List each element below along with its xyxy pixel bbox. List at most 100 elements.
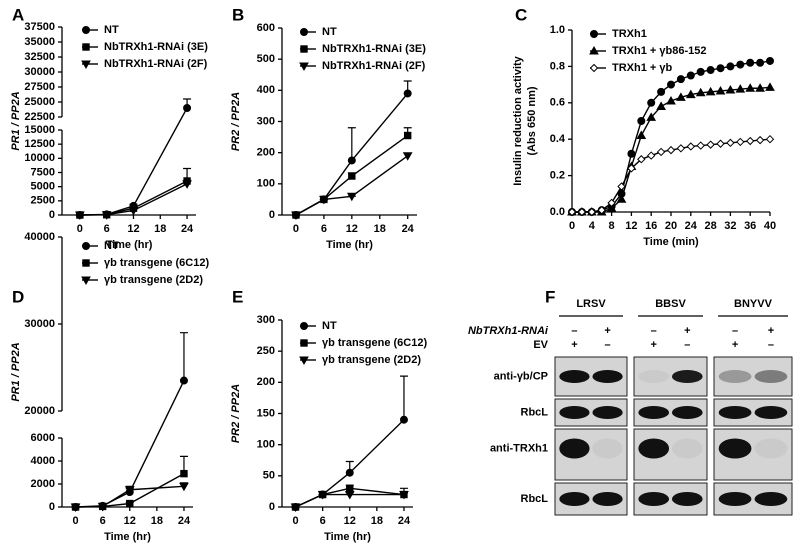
row-label: RbcL: [521, 493, 549, 505]
data-point: [755, 135, 765, 145]
blot-band: [592, 370, 623, 383]
lane-sign: +: [732, 339, 738, 351]
y-tick-label: 10000: [24, 152, 55, 164]
y-tick-label: 0: [49, 501, 55, 513]
legend-label: NbTRXh1-RNAi (3E): [322, 43, 426, 55]
data-point: [726, 62, 735, 71]
data-point: [666, 145, 676, 155]
series-line: [79, 107, 188, 216]
y-tick-label: 15000: [24, 124, 55, 136]
y-tick-label: 300: [257, 115, 275, 127]
blot-band: [718, 492, 752, 506]
blot-band: [754, 406, 788, 419]
data-point: [646, 112, 657, 121]
series-line: [75, 485, 185, 508]
lane-sign: –: [571, 325, 577, 337]
lane-sign: –: [768, 339, 774, 351]
data-point: [179, 482, 189, 492]
data-point: [735, 84, 746, 93]
group-label: BBSV: [655, 298, 686, 310]
data-point: [403, 131, 412, 140]
row-label: EV: [533, 339, 548, 351]
data-point: [706, 140, 715, 149]
x-tick-label: 24: [178, 515, 191, 527]
error-bar: [399, 375, 408, 420]
data-point: [647, 98, 656, 107]
blot-band: [559, 438, 590, 459]
data-point: [705, 86, 716, 96]
x-tick-label: 12: [124, 515, 136, 527]
legend-label: TRXh1: [612, 28, 647, 40]
x-tick-label: 6: [104, 223, 110, 235]
data-point: [403, 89, 412, 98]
blot-band: [671, 406, 703, 419]
panel-letter: C: [515, 5, 527, 24]
y-tick-label: 0: [269, 501, 275, 513]
data-point: [597, 205, 606, 215]
x-tick-label: 12: [344, 515, 356, 527]
data-point: [657, 87, 666, 96]
data-point: [736, 60, 745, 69]
panel-letter: F: [545, 287, 555, 306]
legend-marker: [299, 62, 309, 72]
x-tick-label: 18: [374, 223, 386, 235]
y-tick-label: 500: [257, 53, 275, 65]
data-point: [617, 182, 626, 191]
lane-sign: +: [650, 339, 656, 351]
data-point: [607, 198, 616, 208]
x-axis-label: Time (hr): [104, 531, 151, 543]
y-tick-label: 5000: [31, 181, 55, 193]
panel-letter: A: [12, 5, 24, 24]
panel-letter: E: [232, 287, 243, 306]
data-point: [716, 64, 725, 73]
data-point: [402, 152, 413, 161]
legend-label: NT: [322, 320, 337, 332]
data-point: [716, 139, 725, 148]
blot-band: [671, 438, 703, 459]
row-label: RbcL: [521, 406, 549, 418]
blot-band: [718, 406, 752, 419]
x-tick-label: 8: [609, 220, 615, 232]
data-point: [666, 95, 676, 105]
y-tick-label: 50: [263, 470, 275, 482]
y-tick-label: 0.0: [550, 206, 565, 218]
x-tick-label: 0: [293, 223, 299, 235]
y-tick-label: 300: [257, 314, 275, 326]
x-axis-label: Time (min): [643, 236, 699, 248]
x-tick-label: 24: [181, 223, 194, 235]
data-point: [346, 484, 354, 493]
data-point: [606, 203, 617, 212]
data-point: [756, 58, 765, 67]
lane-sign: +: [571, 339, 577, 351]
lane-sign: –: [732, 325, 738, 337]
x-tick-label: 4: [589, 220, 596, 232]
y-tick-label: 30000: [24, 66, 55, 78]
x-tick-label: 16: [645, 220, 657, 232]
data-point: [291, 211, 301, 221]
row-label: anti-γb/CP: [494, 370, 548, 382]
lane-sign: –: [604, 339, 610, 351]
lane-sign: –: [651, 325, 657, 337]
data-point: [746, 58, 755, 67]
x-tick-label: 12: [625, 220, 637, 232]
y-tick-label: 200: [257, 147, 275, 159]
x-axis-label: Time (hr): [324, 531, 371, 543]
y-tick-label: 35000: [24, 36, 55, 48]
data-point: [290, 503, 301, 513]
y-tick-label: 37500: [24, 21, 55, 33]
x-tick-label: 18: [371, 515, 383, 527]
x-tick-label: 6: [321, 223, 327, 235]
x-tick-label: 18: [154, 223, 166, 235]
y-tick-label: 0.6: [550, 97, 565, 109]
y-tick-label: 100: [257, 439, 275, 451]
x-tick-label: 40: [764, 220, 776, 232]
data-point: [627, 149, 636, 158]
y-tick-label: 0.2: [550, 170, 565, 182]
data-point: [183, 104, 192, 112]
y-tick-label: 40000: [24, 231, 55, 243]
y-tick-label: 200: [257, 376, 275, 388]
panel-letter: B: [232, 5, 244, 24]
error-bar: [347, 127, 356, 161]
x-tick-label: 6: [320, 515, 326, 527]
legend-marker: [299, 356, 309, 366]
